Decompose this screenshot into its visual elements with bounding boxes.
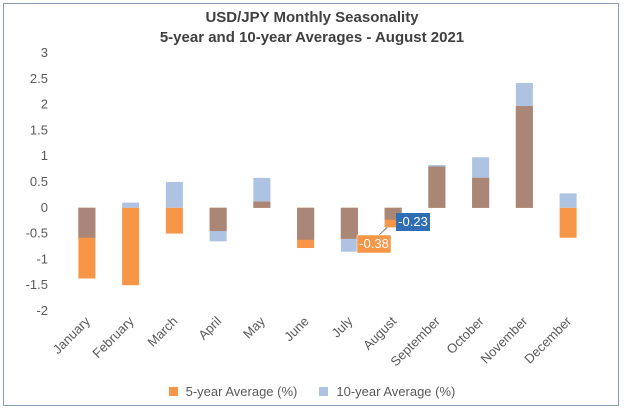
annotation-leader-5yr bbox=[378, 227, 388, 236]
annotation-box-10yr bbox=[396, 213, 430, 231]
bar-overlap bbox=[384, 207, 402, 220]
x-tick-label: March bbox=[144, 314, 180, 350]
bar-10yr bbox=[122, 202, 140, 208]
y-tick-label: 0 bbox=[41, 200, 48, 215]
chart-legend: 5-year Average (%) 10-year Average (%) bbox=[0, 384, 624, 399]
y-tick-label: 0.5 bbox=[30, 174, 48, 189]
bar-5yr bbox=[165, 207, 183, 234]
bar-overlap bbox=[428, 166, 446, 208]
annotation-label-5yr: -0.38 bbox=[359, 236, 389, 251]
x-tick-label: May bbox=[240, 313, 268, 341]
y-tick-label: -1 bbox=[36, 251, 48, 266]
legend-swatch-5yr bbox=[168, 387, 178, 396]
chart-title: USD/JPY Monthly Seasonality bbox=[205, 9, 419, 26]
y-tick-label: 2 bbox=[41, 97, 48, 112]
bar-10yr bbox=[559, 193, 577, 208]
annotation-label-10yr: -0.23 bbox=[398, 214, 428, 229]
legend-label-10yr: 10-year Average (%) bbox=[336, 384, 456, 399]
y-tick-label: 2.5 bbox=[30, 71, 48, 86]
bar-overlap bbox=[297, 207, 315, 240]
legend-item-10yr: 10-year Average (%) bbox=[319, 384, 455, 399]
x-tick-label: October bbox=[443, 313, 487, 357]
x-tick-label: July bbox=[329, 313, 356, 340]
bar-overlap bbox=[253, 201, 271, 208]
bar-overlap bbox=[472, 177, 490, 208]
y-tick-label: 1 bbox=[41, 148, 48, 163]
x-tick-label: December bbox=[521, 313, 574, 366]
bar-5yr bbox=[122, 207, 140, 286]
annotation-box-5yr bbox=[356, 234, 392, 254]
bar-overlap bbox=[78, 207, 96, 238]
y-tick-label: -0.5 bbox=[26, 226, 48, 241]
legend-label-5yr: 5-year Average (%) bbox=[185, 384, 298, 399]
x-tick-label: January bbox=[50, 313, 94, 357]
y-tick-label: -1.5 bbox=[26, 277, 48, 292]
bar-5yr bbox=[559, 207, 577, 238]
y-tick-label: -2 bbox=[36, 303, 48, 318]
bar-overlap bbox=[515, 106, 533, 208]
bar-10yr bbox=[253, 177, 271, 208]
legend-swatch-10yr bbox=[319, 387, 329, 396]
bar-10yr bbox=[165, 182, 183, 208]
legend-item-5yr: 5-year Average (%) bbox=[168, 384, 298, 399]
bar-overlap bbox=[209, 207, 227, 232]
x-tick-label: June bbox=[281, 314, 312, 345]
x-tick-label: April bbox=[195, 313, 224, 342]
x-tick-label: February bbox=[89, 313, 137, 361]
y-tick-label: 1.5 bbox=[30, 122, 48, 137]
chart-subtitle: 5-year and 10-year Averages - August 202… bbox=[159, 29, 465, 46]
bar-overlap bbox=[340, 207, 358, 239]
y-tick-label: 3 bbox=[41, 45, 48, 60]
x-tick-label: August bbox=[360, 313, 399, 352]
